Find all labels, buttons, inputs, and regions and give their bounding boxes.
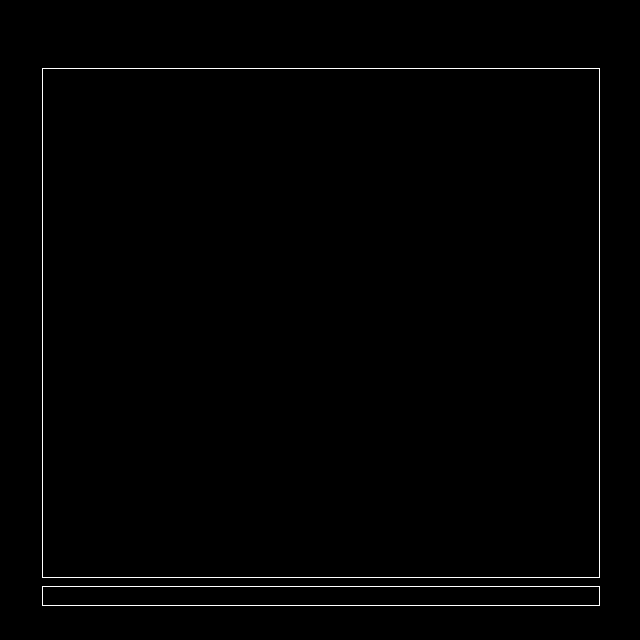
sst-field-canvas — [43, 69, 599, 577]
colorbar[interactable] — [42, 586, 600, 606]
map-plot-area[interactable] — [42, 68, 600, 578]
